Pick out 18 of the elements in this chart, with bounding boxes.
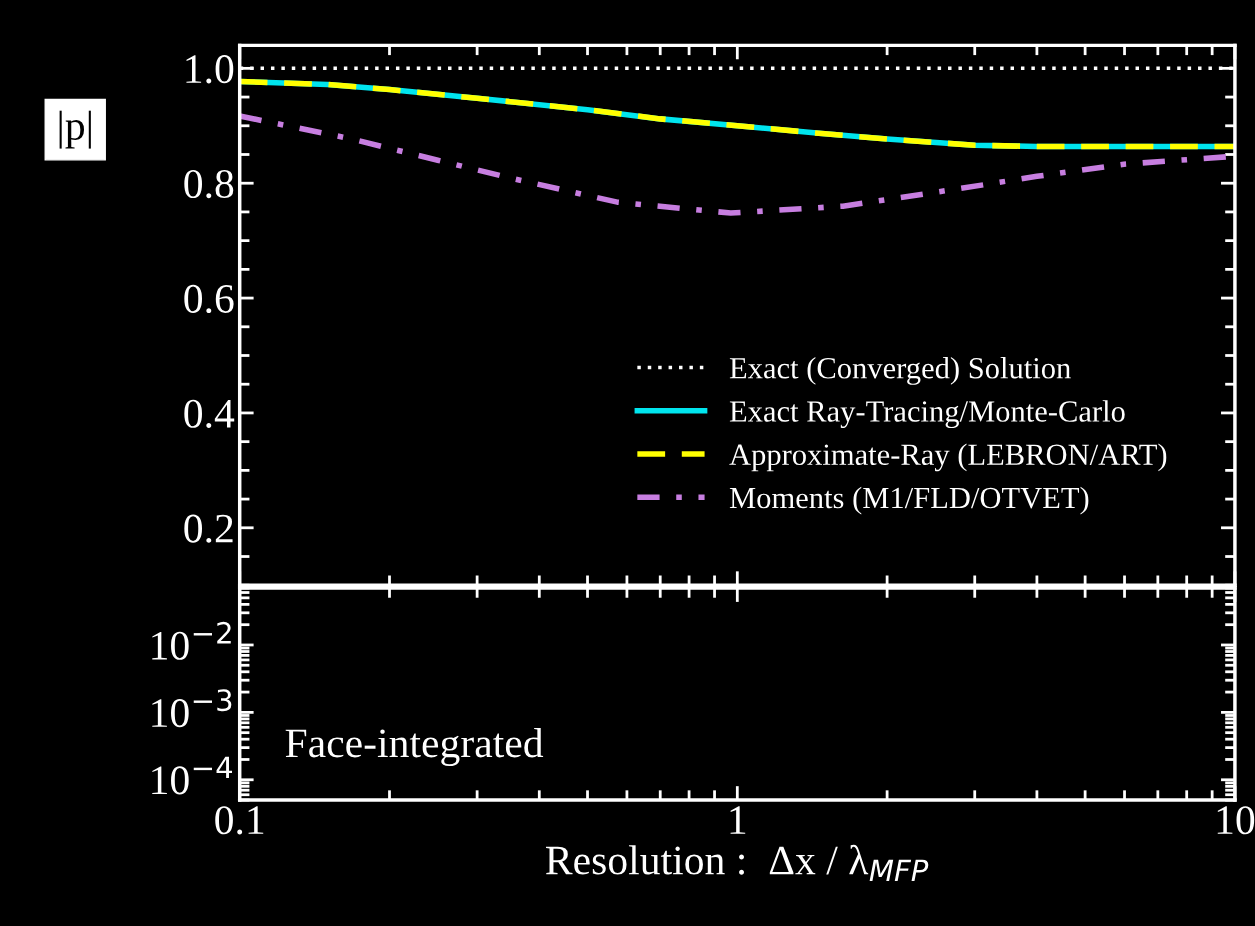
x-tick-label: 10 <box>1217 806 1255 835</box>
y-tick-label: 10$^{−3}$ <box>152 689 232 728</box>
y-tick-label: 0.4 <box>184 399 235 428</box>
x-axis-title: Resolution : Δx / λ$_{MFP}$ <box>546 844 929 881</box>
annotation: Face-integrated <box>285 728 544 766</box>
y-tick-label: 0.6 <box>184 284 234 314</box>
text: |p| <box>59 110 91 149</box>
x-tick-label: 0.1 <box>215 806 264 835</box>
y-tick-label: 10$^{−2}$ <box>152 621 231 660</box>
legend-label: Exact Ray-Tracing/Monte-Carlo <box>729 400 1125 429</box>
legend-label: Moments (M1/FLD/OTVET) <box>729 486 1089 515</box>
y-tick-label: 10$^{−4}$ <box>152 756 233 795</box>
legend-label: Exact (Converged) Solution <box>729 357 1071 385</box>
legend-label: Approximate-Ray (LEBRON/ART) <box>729 443 1167 472</box>
y-tick-label: 0.8 <box>184 169 234 199</box>
x-tick-label: 1 <box>730 806 746 834</box>
y-tick-label: 0.2 <box>184 514 233 543</box>
y-tick-label: 1.0 <box>186 55 234 84</box>
